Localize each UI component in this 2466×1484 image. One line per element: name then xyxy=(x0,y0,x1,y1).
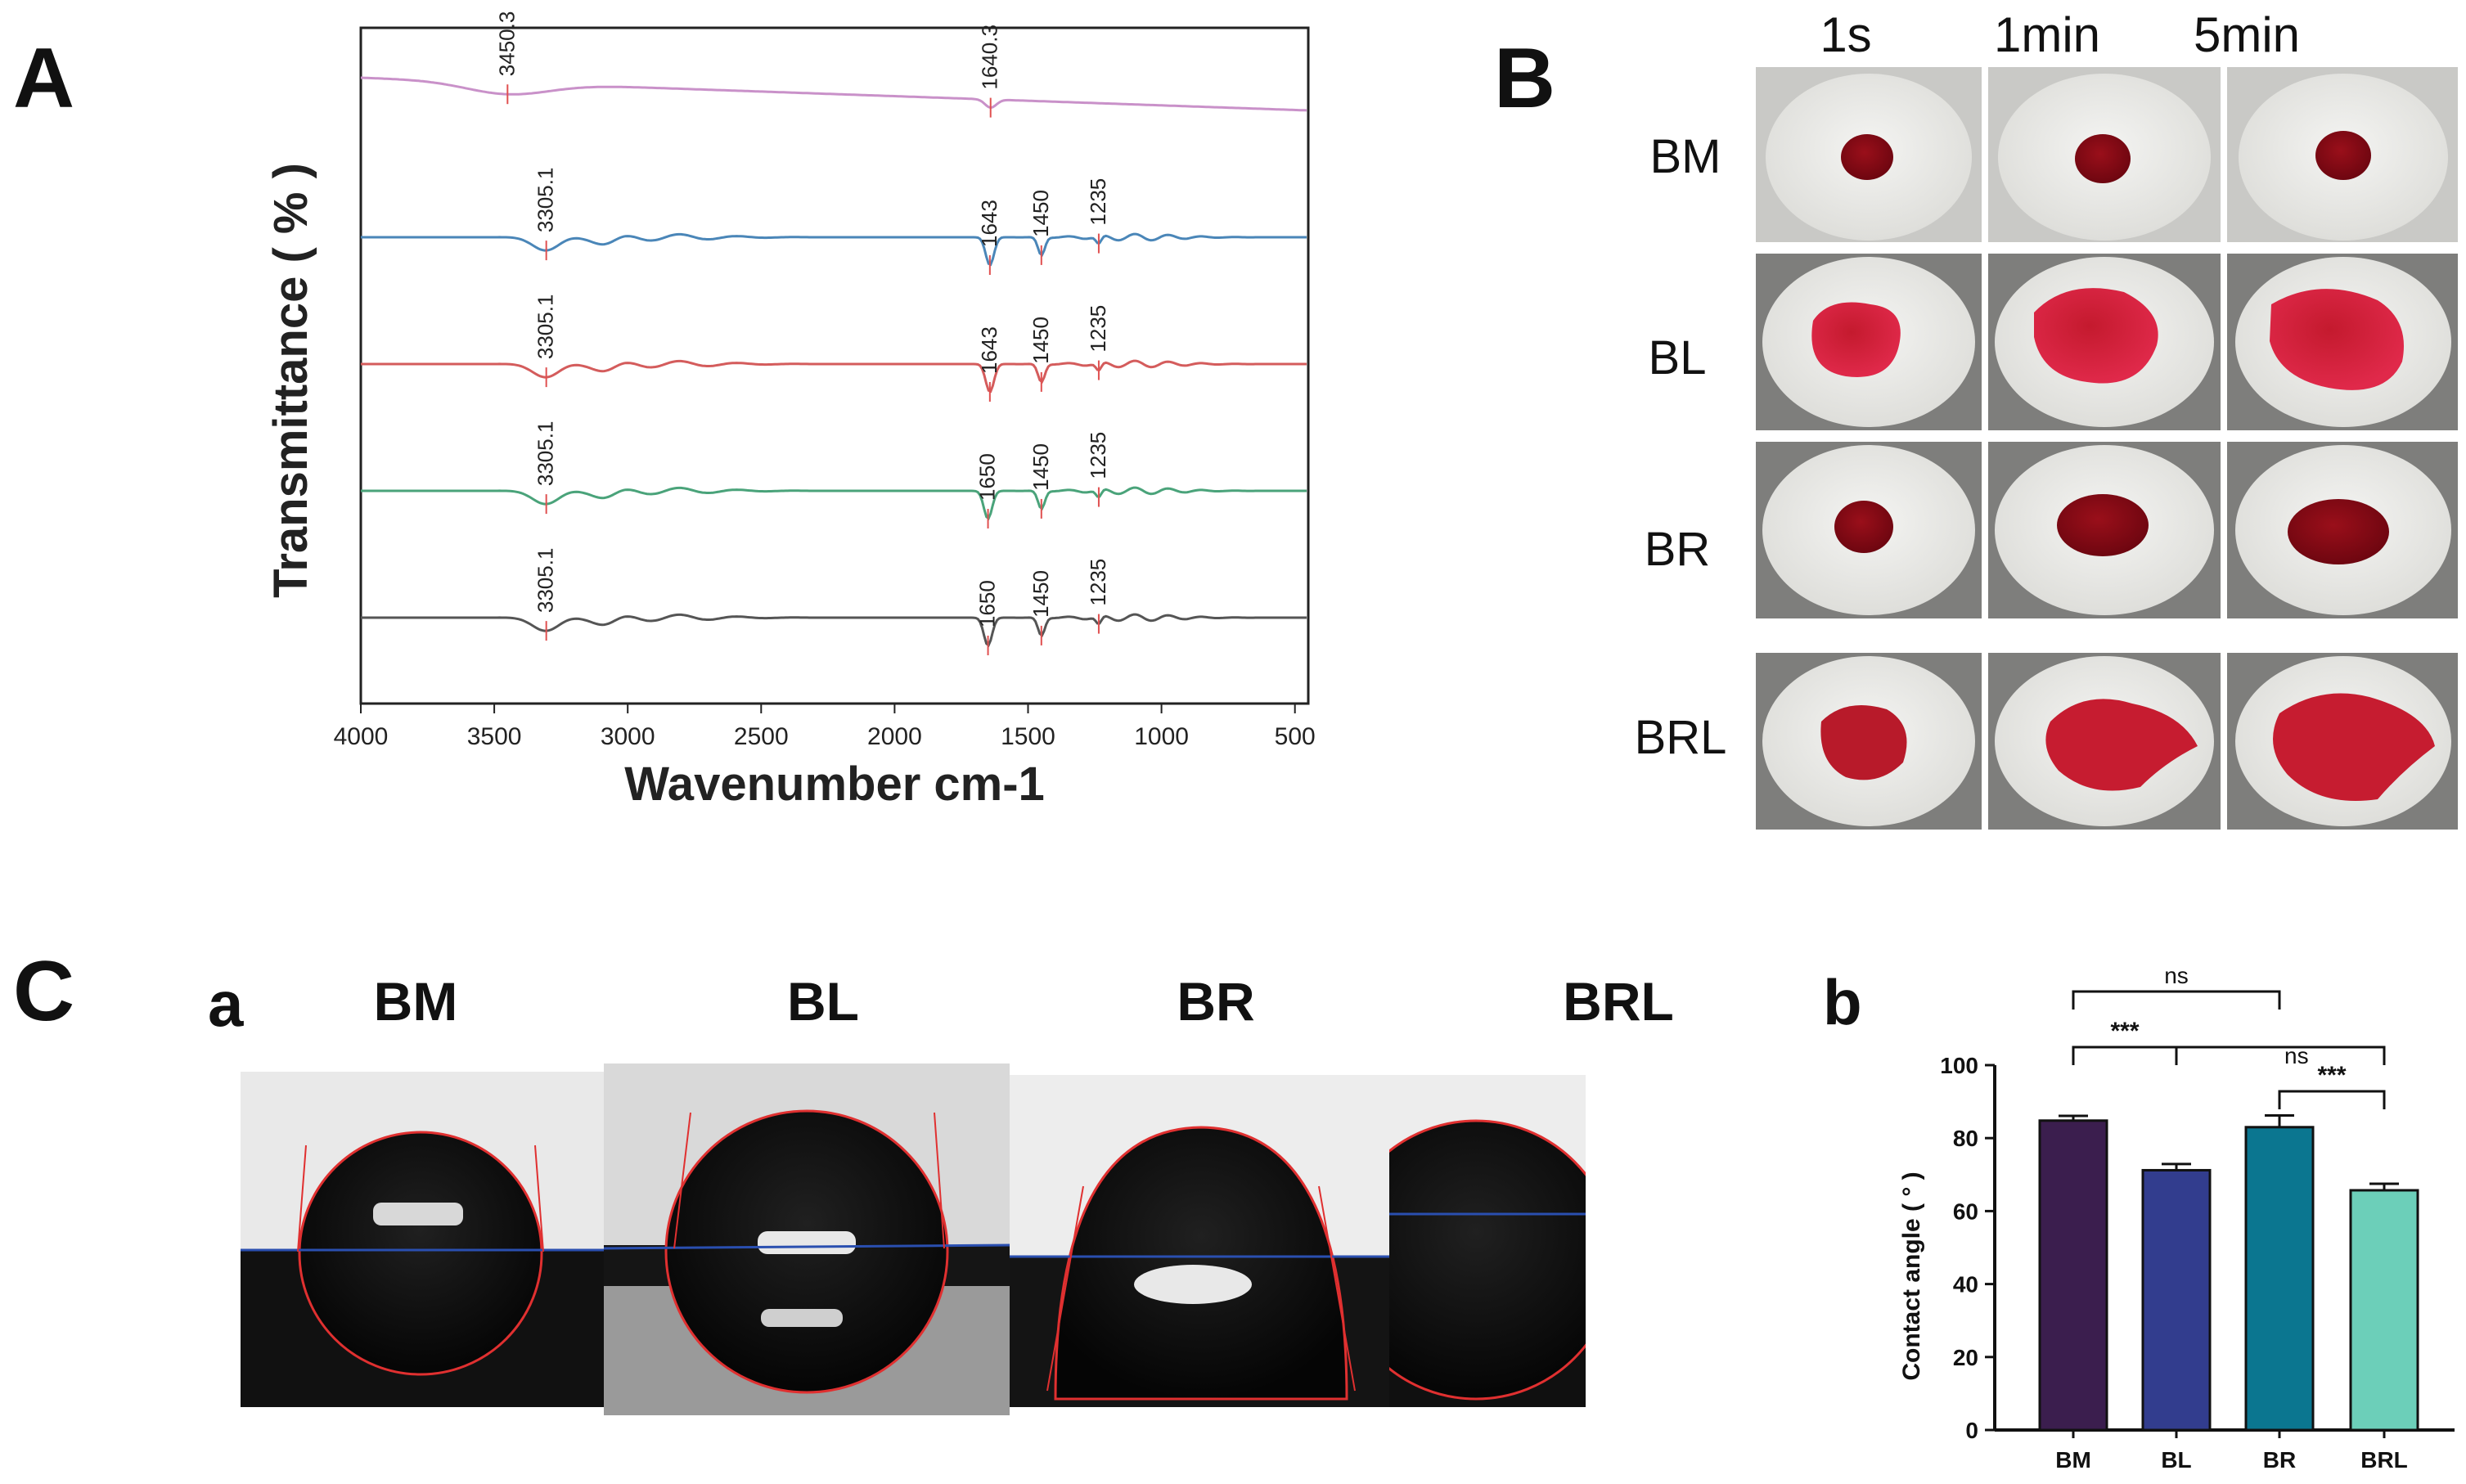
photo-bl-1min xyxy=(1988,254,2221,430)
photo-br-1s xyxy=(1756,442,1982,618)
ftir-series-red xyxy=(361,359,1307,393)
ftir-peak-label: 1235 xyxy=(1086,178,1110,226)
ftir-x-tick-label: 3000 xyxy=(601,723,655,750)
ftir-peak-label: 3305.1 xyxy=(533,421,558,487)
ftir-peak-label: 3305.1 xyxy=(533,295,558,360)
bar-y-tick-label: 100 xyxy=(1940,1053,1978,1078)
ftir-chart: 3450.3 1640.3 3305.1 1643 1450 1235 3305.1 1643… xyxy=(264,11,1316,811)
bar-br xyxy=(2244,1126,2315,1432)
sub-letter-b: b xyxy=(1823,966,1862,1038)
blood-photo-grid xyxy=(1756,67,2458,830)
ftir-peak-label: 1650 xyxy=(975,453,1000,501)
significance-bracket xyxy=(2278,1090,2386,1109)
droplet-title-bl: BL xyxy=(787,971,859,1032)
ftir-peak-label: 1450 xyxy=(1028,317,1053,364)
photo-brl-5min xyxy=(2227,653,2458,830)
photo-brl-1s xyxy=(1756,653,1982,830)
ftir-x-tick-label: 1500 xyxy=(1001,723,1055,750)
ftir-peak-label: 3450.3 xyxy=(494,11,519,77)
ftir-peak-label: 1450 xyxy=(1028,443,1053,491)
sub-letter-a: a xyxy=(208,968,244,1040)
ftir-peak-label: 1643 xyxy=(977,326,1001,374)
photo-br-5min xyxy=(2227,442,2458,618)
bar-brl xyxy=(2349,1189,2419,1432)
significance-label: ns xyxy=(2284,1043,2309,1068)
col-head-1s: 1s xyxy=(1820,7,1872,62)
ftir-y-axis-label: Transmittance ( % ) xyxy=(264,163,317,598)
photo-brl-1min xyxy=(1988,653,2221,830)
photo-bm-5min xyxy=(2227,67,2458,242)
ftir-series-green xyxy=(361,486,1307,521)
contact-angle-chart: 0 20 40 60 80 100 BM BL BR BRL ns *** ns *** Contac… xyxy=(1898,965,2455,1473)
bar-y-tick-label: 80 xyxy=(1953,1126,1978,1151)
significance-bracket xyxy=(2072,990,2281,1010)
ftir-peak-label: 1235 xyxy=(1086,432,1110,479)
bar-y-axis-label: Contact angle ( ° ) xyxy=(1898,1171,1925,1380)
ftir-peak-label: 1643 xyxy=(977,200,1001,247)
ftir-x-tick-label: 500 xyxy=(1275,723,1316,750)
photo-bl-5min xyxy=(2227,254,2458,430)
droplet-photo-brl xyxy=(1389,1075,1586,1407)
bar-y-tick-label: 40 xyxy=(1953,1272,1978,1297)
col-head-1min: 1min xyxy=(1993,7,2101,62)
ftir-peak-label: 1235 xyxy=(1086,559,1110,606)
droplet-photo-bm xyxy=(241,1072,604,1407)
bar-y-tick-label: 20 xyxy=(1953,1345,1978,1370)
ftir-peak-label: 1650 xyxy=(975,580,1000,627)
bar-x-tick-label: BL xyxy=(2161,1447,2191,1473)
droplet-title-brl: BRL xyxy=(1563,971,1674,1032)
photo-bl-1s xyxy=(1756,254,1982,430)
panel-letter-a: A xyxy=(13,31,75,126)
significance-bracket xyxy=(2072,1046,2178,1065)
droplet-title-br: BR xyxy=(1177,971,1255,1032)
ftir-peak-label: 3305.1 xyxy=(533,548,558,614)
photo-bm-1min xyxy=(1988,67,2221,242)
ftir-peak-label: 3305.1 xyxy=(533,168,558,233)
panel-letter-c: C xyxy=(13,944,75,1039)
ftir-peak-label: 1235 xyxy=(1086,305,1110,353)
ftir-x-tick-label: 2000 xyxy=(867,723,922,750)
significance-label: *** xyxy=(2317,1062,2346,1089)
significance-bracket xyxy=(2175,1046,2386,1065)
row-label-bl: BL xyxy=(1648,331,1707,384)
bar-x-tick-label: BR xyxy=(2263,1447,2296,1473)
ftir-x-axis-label: Wavenumber cm-1 xyxy=(624,758,1045,811)
row-label-bm: BM xyxy=(1649,130,1721,183)
ftir-series-gray xyxy=(361,613,1307,648)
ftir-x-tick-label: 4000 xyxy=(334,723,389,750)
significance-label: *** xyxy=(2110,1018,2139,1045)
bar-x-tick-label: BRL xyxy=(2360,1447,2408,1473)
photo-br-1min xyxy=(1988,442,2221,618)
col-head-5min: 5min xyxy=(2193,7,2301,62)
ftir-series-blue xyxy=(361,232,1307,267)
ftir-peak-label: 1450 xyxy=(1028,190,1053,237)
bar-x-tick-label: BM xyxy=(2055,1447,2091,1473)
row-label-br: BR xyxy=(1644,523,1711,576)
ftir-series-pink xyxy=(360,76,1307,112)
droplet-photo-br xyxy=(1010,1075,1389,1407)
ftir-plot-frame xyxy=(359,26,1310,705)
ftir-x-tick-label: 3500 xyxy=(467,723,522,750)
droplet-title-bm: BM xyxy=(373,971,458,1032)
droplet-photo-strip xyxy=(241,1064,1586,1415)
panel-letter-b: B xyxy=(1494,31,1556,126)
row-label-brl: BRL xyxy=(1634,711,1727,764)
droplet-photo-bl xyxy=(603,1064,1010,1415)
bar-bm xyxy=(2038,1119,2108,1432)
ftir-x-tick-label: 1000 xyxy=(1134,723,1189,750)
ftir-x-tick-label: 2500 xyxy=(734,723,789,750)
bar-bl xyxy=(2141,1168,2212,1432)
photo-bm-1s xyxy=(1756,67,1982,242)
significance-label: ns xyxy=(2164,965,2189,988)
bar-y-tick-label: 60 xyxy=(1953,1198,1978,1224)
ftir-peak-label: 1450 xyxy=(1028,570,1053,618)
bar-y-tick-label: 0 xyxy=(1965,1418,1978,1443)
ftir-peak-label: 1640.3 xyxy=(978,25,1002,90)
